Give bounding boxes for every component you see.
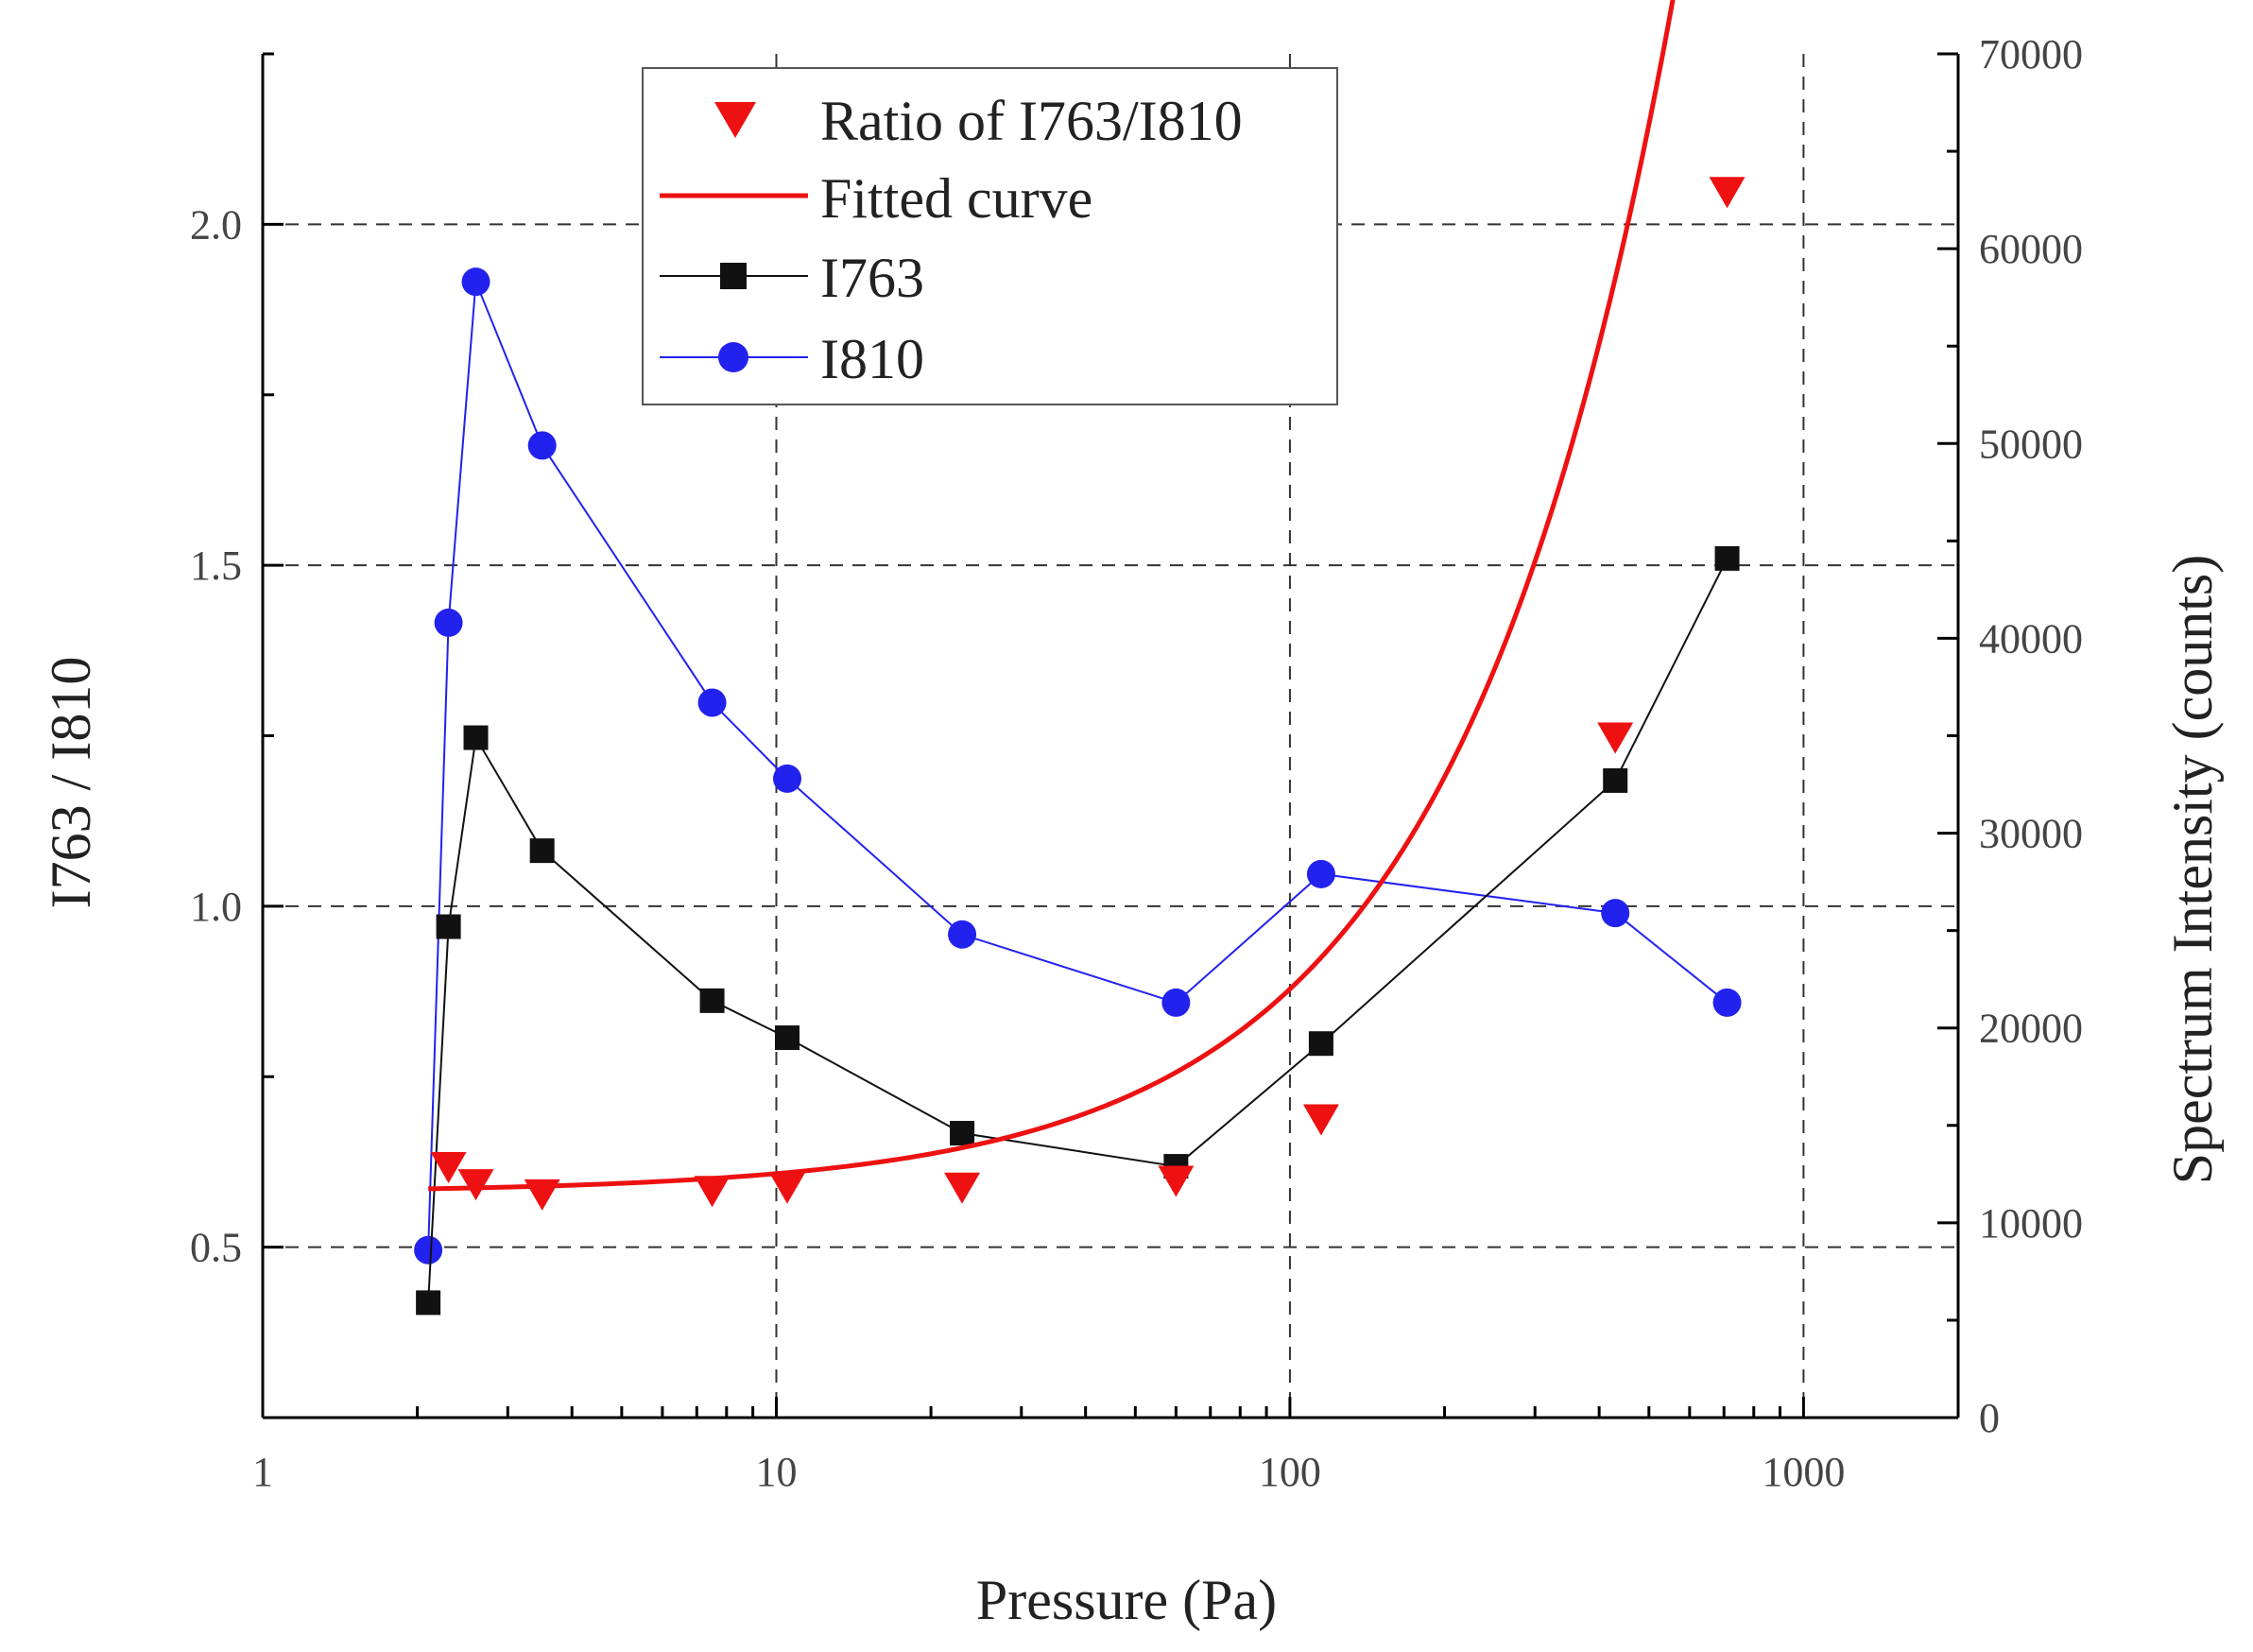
i763-point — [463, 725, 489, 750]
legend-entry-i763: I763 — [660, 247, 924, 309]
y2-tick-label: 10000 — [1979, 1200, 2083, 1247]
i810-point — [772, 764, 801, 793]
legend-entry-ratio: Ratio of I763/I810 — [714, 90, 1243, 152]
i763-point — [1603, 767, 1628, 793]
y2-tick-label: 70000 — [1979, 31, 2083, 77]
y2-tick-label: 60000 — [1979, 226, 2083, 272]
y2-tick-label: 40000 — [1979, 615, 2083, 662]
x-axis-title: Pressure (Pa) — [976, 1569, 1277, 1631]
axis-ticks: 0.5 1.0 1.5 2.0 0 10000 20000 30000 40000 50000 60… — [190, 31, 2083, 1495]
x-tick-label: 1 — [252, 1449, 273, 1495]
ratio-point — [1158, 1165, 1195, 1197]
x-tick-label: 10 — [755, 1449, 797, 1495]
ratio-point — [524, 1179, 560, 1211]
y2-tick-label: 50000 — [1979, 421, 2083, 467]
i763-point — [774, 1025, 800, 1051]
x-tick-label: 1000 — [1762, 1449, 1845, 1495]
i810-point — [948, 920, 977, 949]
legend-entry-i810: I810 — [660, 328, 924, 390]
i763-line — [427, 558, 1728, 1303]
legend-box — [642, 67, 1338, 405]
i763-point — [950, 1121, 975, 1146]
ratio-point — [1597, 722, 1634, 754]
legend: Ratio of I763/I810 Fitted curve I763 I81… — [642, 67, 1338, 405]
i810-point — [527, 431, 557, 460]
i763-point — [699, 988, 725, 1013]
legend-square-marker — [720, 263, 747, 289]
legend-triangle-marker — [714, 102, 756, 138]
i810-point — [434, 608, 463, 637]
legend-entry-fitted-curve: Fitted curve — [660, 167, 1092, 230]
data-series — [414, 0, 1746, 1316]
y-axis-title: I763 / I810 — [40, 657, 102, 909]
ratio-point — [694, 1176, 731, 1208]
y2-axis-title: Spectrum Intensity (counts) — [2161, 555, 2224, 1185]
y2-tick-label: 0 — [1979, 1395, 2000, 1441]
i763-point — [529, 838, 555, 864]
ratio-point — [430, 1152, 467, 1184]
y-tick-label: 1.5 — [190, 542, 242, 589]
ratio-point — [1709, 177, 1746, 209]
i810-point — [414, 1235, 443, 1265]
legend-label-i763: I763 — [820, 247, 924, 309]
legend-label-fitted: Fitted curve — [820, 167, 1092, 230]
y2-tick-label: 20000 — [1979, 1006, 2083, 1052]
x-tick-label: 100 — [1259, 1449, 1321, 1495]
legend-label-i810: I810 — [820, 328, 924, 390]
i810-point — [461, 267, 490, 297]
i763-point — [1308, 1031, 1333, 1057]
y-tick-label: 0.5 — [190, 1225, 242, 1271]
i763-point — [1714, 545, 1740, 571]
ratio-point — [457, 1169, 494, 1201]
i810-point — [1306, 859, 1335, 888]
i810-line — [427, 281, 1728, 1250]
fitted-curve-line — [428, 0, 1676, 1192]
ratio-point — [1302, 1104, 1339, 1136]
i810-point — [1601, 899, 1630, 928]
i810-point — [1712, 988, 1742, 1017]
i763-point — [436, 914, 461, 939]
ratio-point — [768, 1172, 805, 1204]
legend-circle-marker — [718, 342, 748, 372]
ratio-point — [944, 1172, 981, 1204]
i810-point — [697, 688, 727, 717]
y-tick-label: 2.0 — [190, 201, 242, 248]
y-tick-label: 1.0 — [190, 884, 242, 930]
y2-tick-label: 30000 — [1979, 811, 2083, 857]
i810-point — [1161, 988, 1191, 1017]
i763-point — [416, 1290, 441, 1316]
legend-label-ratio: Ratio of I763/I810 — [820, 90, 1243, 152]
